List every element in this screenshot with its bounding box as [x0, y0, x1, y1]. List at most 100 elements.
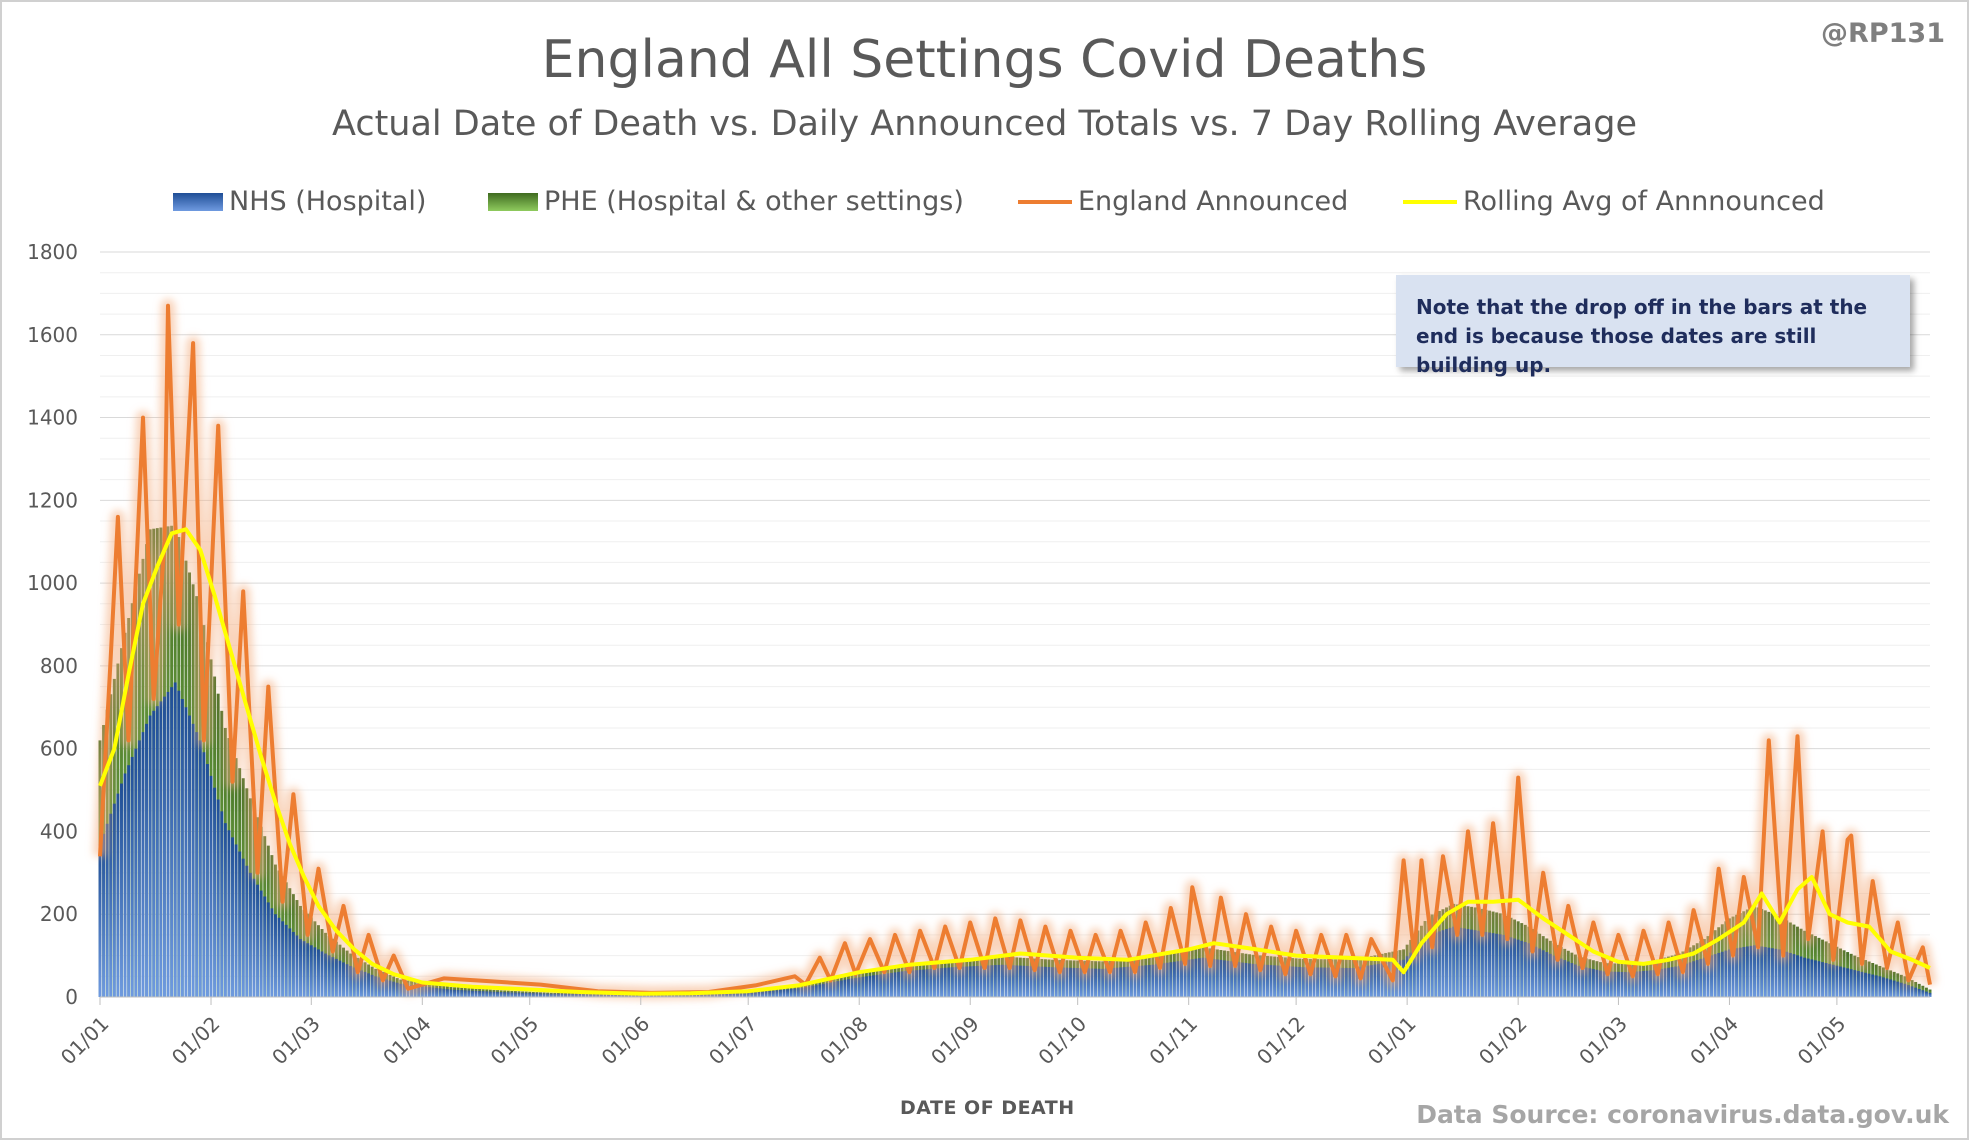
- bar-nhs: [180, 699, 184, 997]
- legend-label-announced: England Announced: [1078, 186, 1349, 217]
- bar-nhs: [1495, 933, 1499, 997]
- bar-nhs: [492, 991, 496, 997]
- bar-nhs: [1484, 931, 1488, 997]
- bar-nhs: [1813, 960, 1817, 997]
- bar-nhs: [1835, 965, 1839, 997]
- bar-nhs: [377, 977, 381, 997]
- bar-nhs: [349, 965, 353, 997]
- bar-nhs: [345, 964, 349, 997]
- bar-nhs: [1591, 969, 1595, 997]
- bar-nhs: [274, 914, 277, 997]
- bar-nhs: [299, 939, 303, 997]
- bar-nhs: [893, 972, 897, 997]
- bar-nhs: [571, 994, 575, 997]
- bar-nhs: [1351, 968, 1355, 997]
- bar-nhs: [1194, 958, 1198, 997]
- x-tick-label: 01/03: [267, 1012, 325, 1070]
- bar-nhs: [1104, 968, 1108, 997]
- bar-nhs: [445, 989, 449, 997]
- bar-nhs: [1455, 927, 1459, 997]
- bar-nhs: [825, 983, 829, 997]
- bar-nhs: [1470, 929, 1474, 997]
- bar-nhs: [1620, 971, 1624, 997]
- bar-nhs: [567, 993, 571, 997]
- bar-nhs: [1119, 967, 1123, 997]
- bar-nhs: [524, 992, 528, 997]
- bar-nhs: [1663, 968, 1667, 997]
- bar-nhs: [1011, 965, 1015, 997]
- bar-nhs: [202, 752, 206, 997]
- bar-nhs: [1921, 990, 1925, 997]
- bar-nhs: [1240, 962, 1244, 997]
- bar-nhs: [814, 985, 818, 997]
- legend-swatch-announced: [1018, 199, 1072, 204]
- bar-nhs: [882, 973, 886, 997]
- bar-nhs: [1172, 961, 1176, 997]
- bar-nhs: [1538, 948, 1542, 997]
- bar-nhs: [388, 980, 392, 997]
- bar-nhs: [821, 983, 825, 997]
- bar-nhs: [818, 984, 822, 997]
- y-tick-label: 0: [65, 985, 78, 1009]
- bar-nhs: [1656, 969, 1660, 997]
- bar-nhs: [1015, 965, 1019, 997]
- bar-nhs: [1631, 971, 1635, 997]
- bar-nhs: [1094, 968, 1098, 997]
- bar-nhs: [1520, 940, 1524, 997]
- bar-nhs: [1301, 967, 1305, 997]
- bar-nhs: [1753, 945, 1756, 997]
- bar-nhs: [327, 955, 331, 997]
- line-england-announced: [98, 303, 1932, 995]
- bar-nhs: [503, 992, 507, 997]
- bar-nhs: [1667, 967, 1671, 997]
- bar-nhs: [112, 803, 116, 997]
- bar-nhs: [1505, 936, 1509, 997]
- x-tick-label: 01/04: [1685, 1012, 1743, 1070]
- bar-nhs: [954, 967, 958, 997]
- bar-nhs: [1889, 979, 1893, 997]
- bar-nhs: [148, 715, 152, 997]
- bar-nhs: [1312, 967, 1316, 997]
- bar-nhs: [1061, 967, 1065, 997]
- bar-nhs: [159, 701, 163, 997]
- bar-nhs: [807, 986, 811, 997]
- bar-nhs: [338, 960, 342, 997]
- bar-nhs: [1101, 968, 1105, 997]
- bar-nhs: [1054, 967, 1058, 997]
- bar-nhs: [309, 945, 313, 997]
- bar-nhs: [1377, 963, 1380, 997]
- bar-nhs: [1774, 948, 1778, 997]
- bar-nhs: [331, 957, 335, 997]
- author-handle: @RP131: [1821, 18, 1945, 49]
- bar-nhs: [295, 935, 299, 997]
- bar-nhs: [965, 966, 969, 997]
- bar-nhs: [1366, 965, 1370, 997]
- bar-nhs: [929, 968, 933, 997]
- bar-nhs: [1806, 958, 1810, 997]
- annotation-note: Note that the drop off in the bars at th…: [1396, 275, 1910, 377]
- bar-nhs: [1513, 938, 1517, 997]
- bar-nhs: [743, 993, 747, 997]
- bar-nhs: [1659, 968, 1663, 997]
- bar-nhs: [145, 723, 149, 997]
- y-tick-label: 1200: [27, 488, 78, 512]
- bar-nhs: [1638, 971, 1642, 997]
- bar-nhs: [1258, 964, 1262, 997]
- x-tick-label: 01/04: [378, 1012, 436, 1070]
- bar-nhs: [1516, 939, 1520, 997]
- bar-nhs: [363, 971, 367, 997]
- bar-nhs: [1423, 938, 1427, 997]
- bar-nhs: [141, 732, 145, 997]
- bar-nhs: [324, 953, 328, 997]
- bar-nhs: [972, 966, 976, 997]
- bar-nhs: [438, 988, 442, 997]
- bar-nhs: [1326, 967, 1330, 997]
- bar-nhs: [1276, 965, 1280, 997]
- bar-nhs: [1029, 966, 1033, 997]
- bar-nhs: [564, 993, 568, 997]
- bar-nhs: [1176, 961, 1180, 997]
- bar-nhs: [897, 971, 901, 997]
- bar-nhs: [1018, 965, 1022, 997]
- bar-nhs: [1534, 946, 1538, 997]
- bar-nhs: [1112, 967, 1115, 997]
